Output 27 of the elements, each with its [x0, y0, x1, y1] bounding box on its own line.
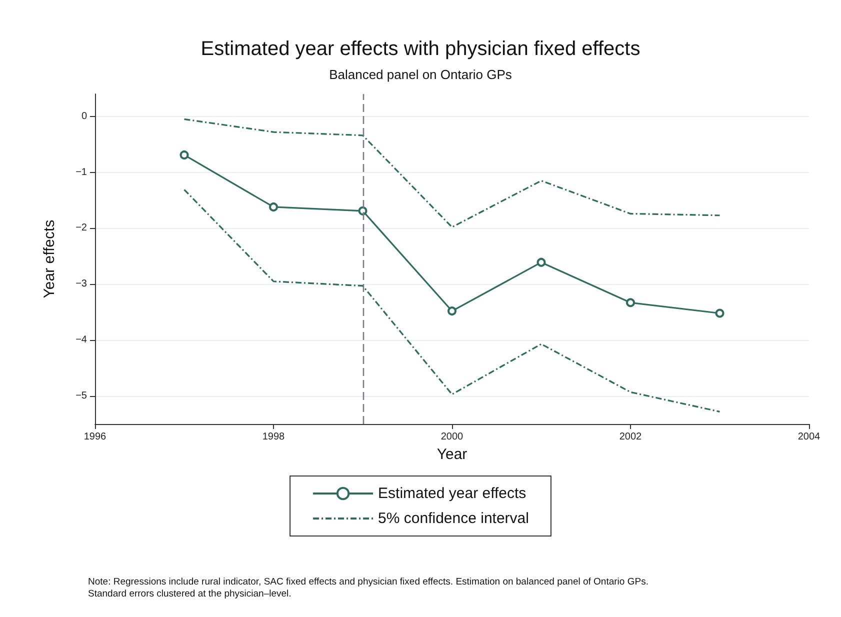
- x-tick-label: 1998: [262, 432, 286, 442]
- point: [180, 150, 189, 160]
- y-axis-title: Year effects: [41, 220, 58, 298]
- y-tick-label: 0: [81, 110, 88, 122]
- point: [626, 298, 635, 308]
- line-series: [183, 188, 721, 412]
- text: Note: Regressions include rural indicator, SAC fixed effects and physician fixed effects. Estimation on balanced panel of Ontario GPs. Standard errors clustered at the physician–level.: [88, 576, 648, 600]
- legend-label: 5% confidence interval: [378, 510, 529, 527]
- y-tick-label: −1: [76, 166, 88, 178]
- point: [715, 308, 724, 318]
- point: [358, 206, 368, 216]
- line-series: [183, 118, 721, 228]
- x-tick-label: 1996: [84, 432, 107, 442]
- chart-title: Estimated year effects with physician fixed effects: [200, 38, 640, 60]
- y-tick-label: −4: [76, 334, 88, 346]
- x-tick-label: 2002: [619, 432, 642, 442]
- point: [448, 306, 456, 316]
- y-tick-label: −3: [76, 278, 88, 290]
- y-tick-label: −5: [76, 390, 88, 402]
- x-tick-label: 2004: [798, 432, 821, 442]
- legend-label: Estimated year effects: [378, 485, 526, 502]
- x-axis-title: Year: [436, 446, 468, 463]
- y-tick-label: −2: [76, 222, 88, 234]
- chart-subtitle: Balanced panel on Ontario GPs: [329, 67, 512, 82]
- point: [269, 202, 278, 212]
- point: [536, 258, 546, 267]
- x-tick-label: 2000: [440, 432, 464, 442]
